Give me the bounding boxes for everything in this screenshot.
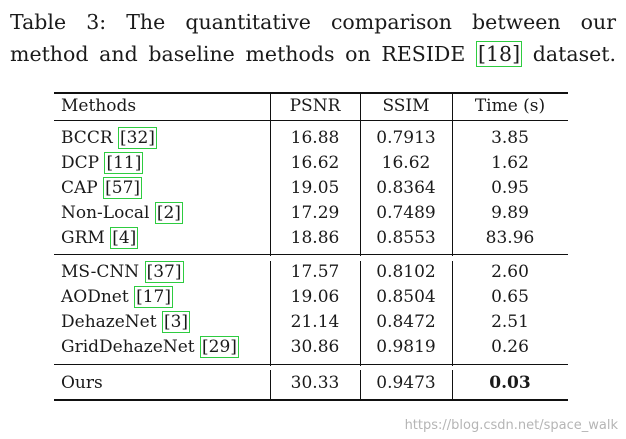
table-bottom-rule [54, 399, 568, 401]
ssim-cell: 0.9473 [376, 373, 436, 393]
caption-line-2-tail: dataset. [522, 42, 616, 66]
method-name: DehazeNet [61, 312, 157, 332]
citation-link[interactable]: [29] [200, 336, 239, 358]
method-name: AODnet [61, 287, 129, 307]
psnr-cell: 17.29 [290, 203, 340, 223]
table-row: DehazeNet [3] 21.14 0.8472 2.51 [54, 309, 568, 335]
psnr-cell: 19.06 [290, 287, 340, 307]
column-divider [452, 94, 453, 256]
time-cell: 0.26 [491, 337, 529, 357]
citation-link[interactable]: [11] [104, 152, 144, 174]
ssim-cell: 0.8504 [376, 287, 436, 307]
citation-link[interactable]: [57] [103, 177, 143, 199]
table-row-ours: Ours 30.33 0.9473 0.03 [54, 370, 568, 396]
ssim-cell: 0.7489 [376, 203, 436, 223]
psnr-cell: 19.05 [290, 178, 340, 198]
time-cell: 1.62 [491, 153, 529, 173]
time-cell: 83.96 [485, 228, 535, 248]
column-divider [270, 94, 271, 256]
method-name: GridDehazeNet [61, 337, 195, 357]
psnr-cell: 17.57 [290, 262, 340, 282]
method-name: GRM [61, 228, 105, 248]
time-cell: 0.65 [491, 287, 529, 307]
table-row: BCCR [32] 16.88 0.7913 3.85 [54, 125, 568, 151]
ssim-cell: 0.8553 [376, 228, 436, 248]
table-row: AODnet [17] 19.06 0.8504 0.65 [54, 284, 568, 310]
citation-link[interactable]: [17] [134, 286, 173, 308]
citation-link[interactable]: [4] [110, 227, 139, 249]
time-cell: 0.95 [491, 178, 529, 198]
column-divider [452, 370, 453, 400]
time-cell: 2.51 [491, 312, 529, 332]
method-cell: DCP [11] [61, 150, 144, 176]
method-cell: MS-CNN [37] [61, 259, 184, 285]
table-caption: Table 3: The quantitative comparison bet… [10, 6, 616, 70]
method-cell: GridDehazeNet [29] [61, 334, 239, 360]
method-name: Non-Local [61, 203, 150, 223]
ssim-cell: 0.8102 [376, 262, 436, 282]
method-cell: GRM [4] [61, 225, 139, 251]
caption-line-2: method and baseline methods on RESIDE [1… [10, 38, 616, 70]
header-rule [54, 120, 568, 121]
psnr-cell: 16.88 [290, 128, 340, 148]
column-divider [360, 94, 361, 256]
psnr-cell: 30.86 [290, 337, 340, 357]
method-name: DCP [61, 153, 100, 173]
column-divider [452, 261, 453, 366]
method-name: MS-CNN [61, 262, 140, 282]
table-row: GRM [4] 18.86 0.8553 83.96 [54, 225, 568, 251]
ssim-cell: 0.9819 [376, 337, 436, 357]
time-cell: 9.89 [491, 203, 529, 223]
method-cell: CAP [57] [61, 175, 143, 201]
ssim-cell: 0.7913 [376, 128, 436, 148]
table-row: Non-Local [2] 17.29 0.7489 9.89 [54, 200, 568, 226]
method-cell: DehazeNet [3] [61, 309, 191, 335]
method-name: BCCR [61, 128, 113, 148]
column-divider [360, 261, 361, 366]
table-top-rule [54, 92, 568, 94]
time-cell: 3.85 [491, 128, 529, 148]
group-separator-rule [54, 254, 568, 255]
method-cell: BCCR [32] [61, 125, 157, 151]
citation-link[interactable]: [2] [154, 202, 183, 224]
caption-line-2-text: method and baseline methods on RESIDE [10, 42, 477, 66]
watermark-text: https://blog.csdn.net/space_walk [404, 418, 618, 433]
citation-link[interactable]: [32] [118, 127, 157, 149]
header-ssim: SSIM [382, 96, 430, 116]
method-cell: AODnet [17] [61, 284, 173, 310]
method-name: Ours [61, 373, 103, 393]
column-divider [270, 370, 271, 400]
table-row: DCP [11] 16.62 16.62 1.62 [54, 150, 568, 176]
caption-citation-link[interactable]: [18] [476, 41, 523, 67]
ssim-cell: 0.8364 [376, 178, 436, 198]
header-methods: Methods [61, 96, 137, 116]
psnr-cell: 21.14 [290, 312, 340, 332]
column-divider [360, 370, 361, 400]
header-psnr: PSNR [289, 96, 341, 116]
psnr-cell: 30.33 [290, 373, 340, 393]
citation-link[interactable]: [3] [161, 311, 191, 333]
time-cell: 0.03 [489, 373, 531, 393]
method-name: CAP [61, 178, 98, 198]
column-divider [270, 261, 271, 366]
table-row: CAP [57] 19.05 0.8364 0.95 [54, 175, 568, 201]
method-cell: Ours [61, 370, 103, 396]
table-row: GridDehazeNet [29] 30.86 0.9819 0.26 [54, 334, 568, 360]
psnr-cell: 16.62 [290, 153, 340, 173]
ssim-cell: 16.62 [381, 153, 431, 173]
header-time: Time (s) [474, 96, 546, 116]
table-header-row: Methods PSNR SSIM Time (s) [54, 93, 568, 119]
caption-line-1: Table 3: The quantitative comparison bet… [10, 10, 616, 34]
citation-link[interactable]: [37] [144, 261, 184, 283]
ours-separator-rule [54, 364, 568, 365]
psnr-cell: 18.86 [290, 228, 340, 248]
ssim-cell: 0.8472 [376, 312, 436, 332]
table-row: MS-CNN [37] 17.57 0.8102 2.60 [54, 259, 568, 285]
time-cell: 2.60 [491, 262, 529, 282]
method-cell: Non-Local [2] [61, 200, 183, 226]
